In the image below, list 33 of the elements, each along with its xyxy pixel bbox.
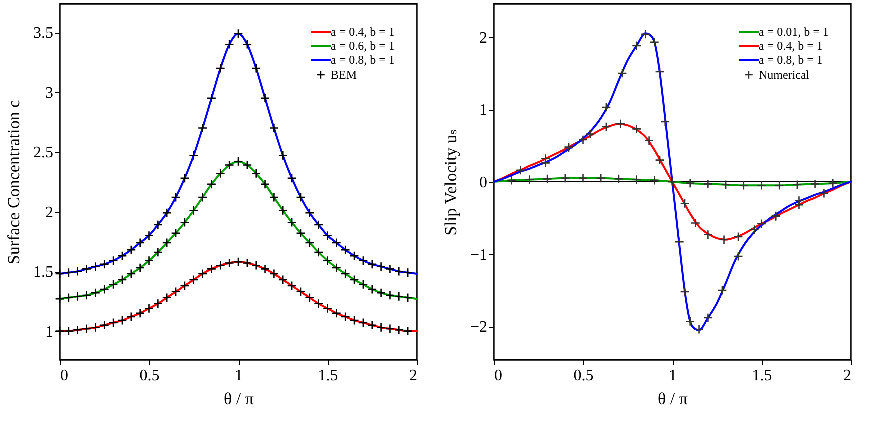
x-tick-label: 0.5 <box>140 368 160 384</box>
legend-label: a = 0.4, b = 1 <box>759 39 823 53</box>
x-tick-label: 1.5 <box>318 368 338 384</box>
y-tick-label: 1 <box>46 324 54 341</box>
x-tick-label: 0.5 <box>574 368 594 384</box>
legend-label: Numerical <box>759 68 810 82</box>
legend-label: a = 0.8, b = 1 <box>331 53 395 67</box>
y-tick-label: 2 <box>480 30 488 47</box>
x-axis-title: θ / π <box>658 390 688 408</box>
x-tick-label: 1 <box>235 368 243 384</box>
y-tick-label: 0 <box>480 174 488 192</box>
x-tick-label: 2 <box>410 368 418 384</box>
x-tick-label: 0 <box>494 368 502 384</box>
y-tick-label: 2 <box>46 204 54 222</box>
y-tick-label: 3.5 <box>34 25 54 42</box>
x-axis-title: θ / π <box>224 390 254 408</box>
x-tick-label: 0 <box>60 368 68 384</box>
y-tick-label: 1 <box>480 102 488 120</box>
y-tick-label: 2.5 <box>34 144 54 162</box>
legend-label: a = 0.4, b = 1 <box>331 25 395 39</box>
legend-label: a = 0.01, b = 1 <box>759 25 829 39</box>
y-tick-label: −1 <box>470 246 488 264</box>
y-tick-label: 3 <box>46 84 54 102</box>
x-tick-label: 2 <box>844 368 852 384</box>
legend-label: BEM <box>331 68 358 82</box>
y-axis-title: Surface Concentration c <box>4 100 24 265</box>
y-tick-label: −2 <box>470 319 488 336</box>
x-tick-label: 1.5 <box>752 368 772 384</box>
x-tick-label: 1 <box>669 368 677 384</box>
y-axis-title: Slip Velocity uₛ <box>441 129 460 236</box>
legend-label: a = 0.6, b = 1 <box>331 39 395 53</box>
y-tick-label: 1.5 <box>34 264 54 282</box>
legend-label: a = 0.8, b = 1 <box>759 53 823 67</box>
